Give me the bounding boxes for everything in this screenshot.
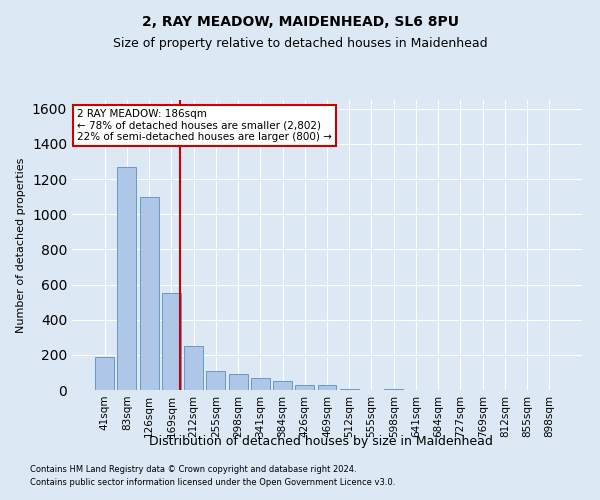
Bar bbox=[273, 381, 292, 390]
Bar bbox=[317, 384, 337, 390]
Bar bbox=[206, 370, 225, 390]
Bar bbox=[118, 167, 136, 390]
Text: Contains HM Land Registry data © Crown copyright and database right 2024.: Contains HM Land Registry data © Crown c… bbox=[30, 466, 356, 474]
Text: Contains public sector information licensed under the Open Government Licence v3: Contains public sector information licen… bbox=[30, 478, 395, 487]
Bar bbox=[95, 356, 114, 390]
Bar bbox=[340, 389, 359, 390]
Text: Distribution of detached houses by size in Maidenhead: Distribution of detached houses by size … bbox=[149, 435, 493, 448]
Bar bbox=[162, 294, 181, 390]
Text: Size of property relative to detached houses in Maidenhead: Size of property relative to detached ho… bbox=[113, 38, 487, 51]
Text: 2, RAY MEADOW, MAIDENHEAD, SL6 8PU: 2, RAY MEADOW, MAIDENHEAD, SL6 8PU bbox=[142, 15, 458, 29]
Bar bbox=[184, 346, 203, 390]
Bar bbox=[251, 378, 270, 390]
Text: 2 RAY MEADOW: 186sqm
← 78% of detached houses are smaller (2,802)
22% of semi-de: 2 RAY MEADOW: 186sqm ← 78% of detached h… bbox=[77, 108, 332, 142]
Bar bbox=[229, 374, 248, 390]
Bar bbox=[295, 384, 314, 390]
Bar bbox=[140, 196, 158, 390]
Y-axis label: Number of detached properties: Number of detached properties bbox=[16, 158, 26, 332]
Bar bbox=[384, 389, 403, 390]
